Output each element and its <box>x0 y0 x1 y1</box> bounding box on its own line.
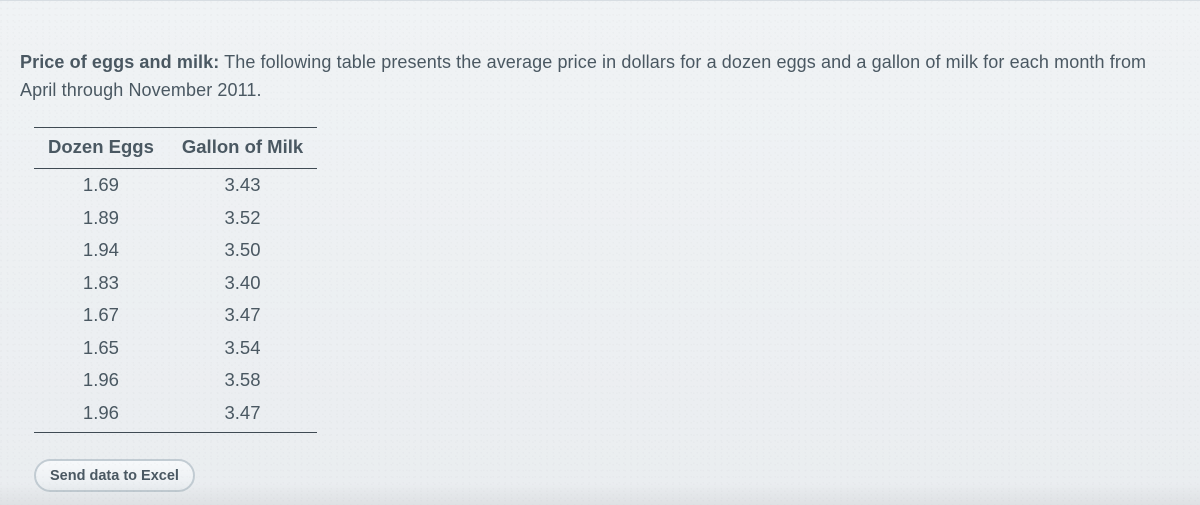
cell-milk: 3.40 <box>168 267 317 300</box>
cell-milk: 3.47 <box>168 397 317 433</box>
table-header-row: Dozen Eggs Gallon of Milk <box>34 127 317 169</box>
cell-milk: 3.50 <box>168 234 317 267</box>
cell-eggs: 1.89 <box>34 202 168 235</box>
table-row: 1.96 3.58 <box>34 364 317 397</box>
table-row: 1.69 3.43 <box>34 169 317 202</box>
cell-milk: 3.43 <box>168 169 317 202</box>
table-row: 1.96 3.47 <box>34 397 317 433</box>
cell-eggs: 1.83 <box>34 267 168 300</box>
cell-eggs: 1.67 <box>34 299 168 332</box>
cell-milk: 3.58 <box>168 364 317 397</box>
price-table: Dozen Eggs Gallon of Milk 1.69 3.43 1.89… <box>34 127 317 434</box>
table-header-milk: Gallon of Milk <box>168 127 317 169</box>
lead-paragraph: Price of eggs and milk: The following ta… <box>20 49 1180 105</box>
table-row: 1.65 3.54 <box>34 332 317 365</box>
table-row: 1.67 3.47 <box>34 299 317 332</box>
table-header-eggs: Dozen Eggs <box>34 127 168 169</box>
cell-eggs: 1.96 <box>34 397 168 433</box>
table-row: 1.83 3.40 <box>34 267 317 300</box>
question-panel: Price of eggs and milk: The following ta… <box>0 0 1200 505</box>
send-to-excel-button[interactable]: Send data to Excel <box>34 459 195 492</box>
cell-eggs: 1.94 <box>34 234 168 267</box>
table-row: 1.94 3.50 <box>34 234 317 267</box>
cell-eggs: 1.65 <box>34 332 168 365</box>
cell-eggs: 1.96 <box>34 364 168 397</box>
cell-milk: 3.52 <box>168 202 317 235</box>
cell-milk: 3.47 <box>168 299 317 332</box>
cell-eggs: 1.69 <box>34 169 168 202</box>
table-row: 1.89 3.52 <box>34 202 317 235</box>
cell-milk: 3.54 <box>168 332 317 365</box>
lead-title: Price of eggs and milk: <box>20 52 219 72</box>
